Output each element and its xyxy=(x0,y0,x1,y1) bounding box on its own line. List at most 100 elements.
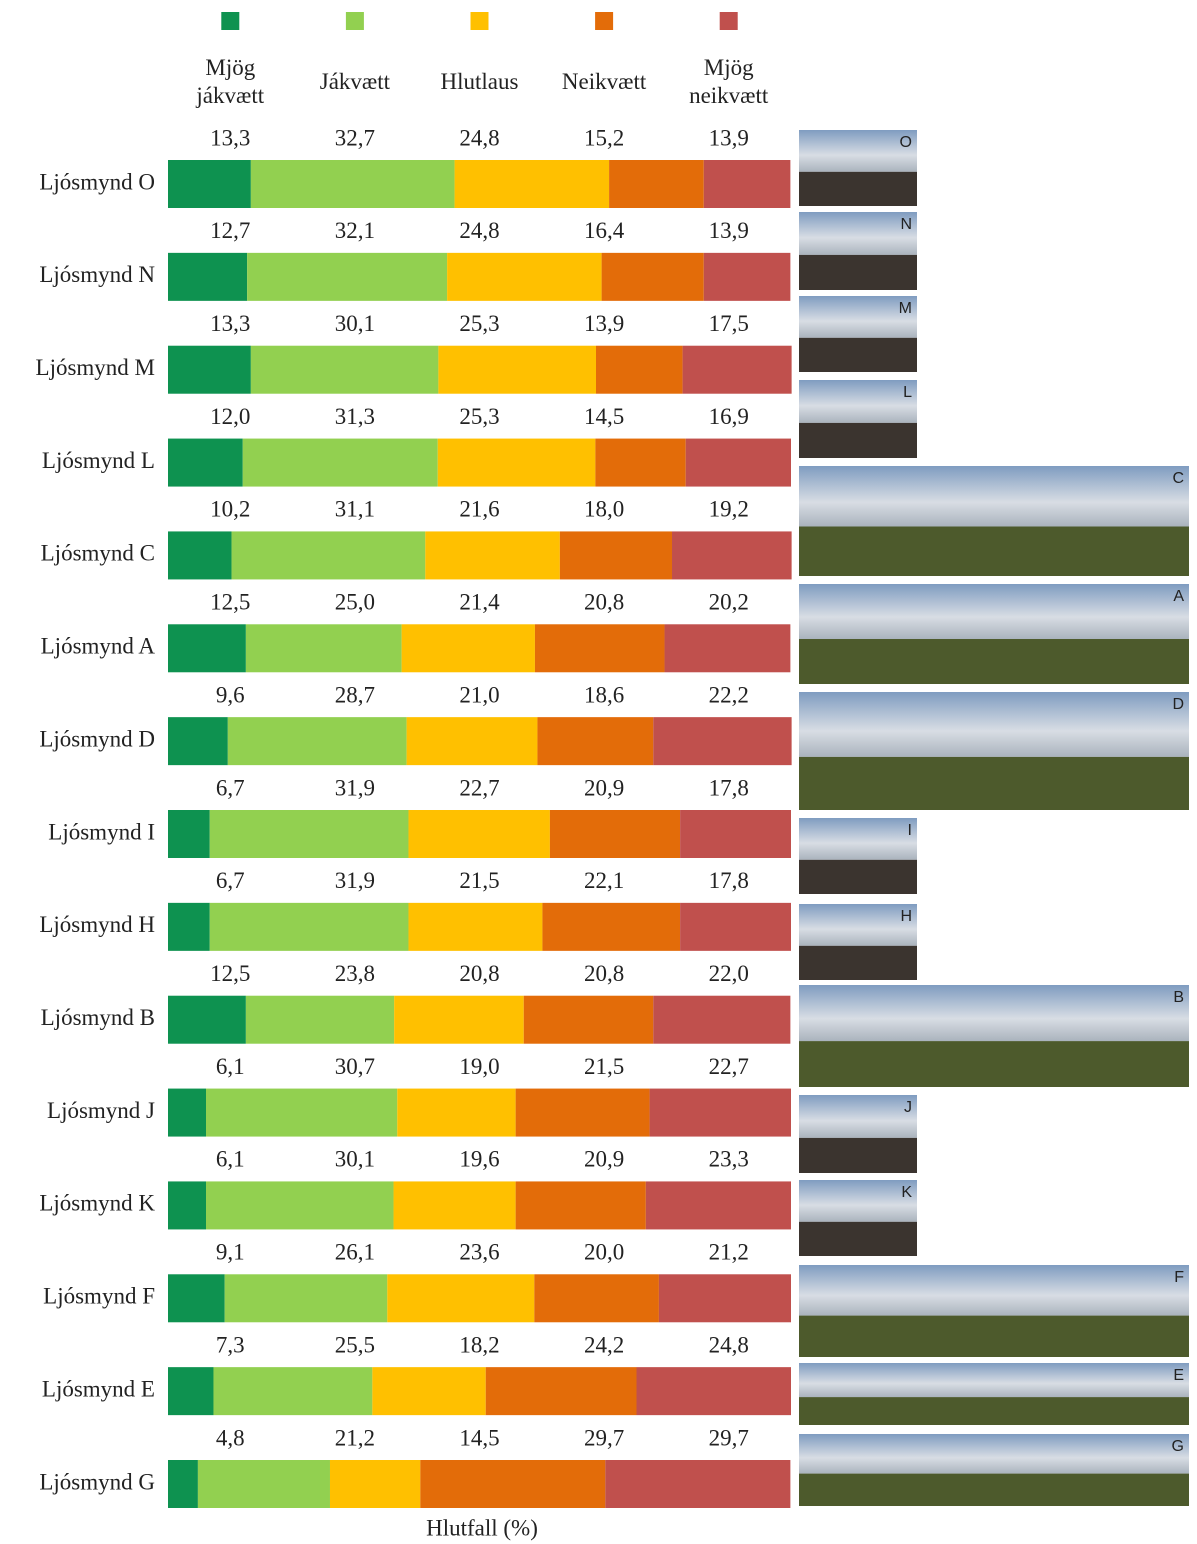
legend-swatch xyxy=(595,12,614,30)
bar-segment xyxy=(242,438,438,487)
photo-sky xyxy=(799,1265,1189,1316)
bar-segment xyxy=(542,902,681,951)
bar-segment xyxy=(168,531,232,580)
value-label: 23,8 xyxy=(335,961,375,986)
bar-segment xyxy=(329,1460,421,1508)
photo-sky xyxy=(799,380,917,423)
category-label: Ljósmynd B xyxy=(41,1005,155,1030)
legend-label: Neikvætt xyxy=(561,69,647,94)
value-label: 31,9 xyxy=(335,775,375,800)
photo-ground xyxy=(799,1315,1189,1357)
value-label: 22,0 xyxy=(709,961,749,986)
bar-segment xyxy=(485,1367,637,1416)
bar-segment xyxy=(206,1181,394,1230)
photo-ground xyxy=(799,1137,917,1173)
value-label: 18,6 xyxy=(584,682,624,707)
photo-ground xyxy=(799,1397,1189,1425)
value-label: 30,1 xyxy=(335,311,375,336)
bar-segment xyxy=(605,1460,791,1508)
photo-ground xyxy=(799,859,917,894)
bar-segment xyxy=(387,1274,535,1323)
value-label: 20,2 xyxy=(709,590,749,615)
bar-segment xyxy=(609,160,704,208)
bar-segment xyxy=(168,1460,198,1508)
photo-ground xyxy=(799,639,1189,684)
value-label: 24,2 xyxy=(584,1332,624,1357)
bar-segment xyxy=(425,531,560,580)
photo-ground xyxy=(799,422,917,458)
category-label: Ljósmynd A xyxy=(41,634,156,659)
bar-segment xyxy=(250,345,439,394)
value-label: 16,9 xyxy=(709,404,749,429)
value-label: 14,5 xyxy=(584,404,624,429)
photo-sky xyxy=(799,1363,1189,1398)
bar-segment xyxy=(250,160,455,208)
bar-segment xyxy=(685,438,791,487)
photo-label: I xyxy=(908,822,912,839)
bar-segment xyxy=(636,1367,791,1416)
photo-sky xyxy=(799,818,917,860)
value-label: 22,7 xyxy=(709,1054,749,1079)
photo-ground xyxy=(799,254,917,290)
photo-ground xyxy=(799,756,1189,810)
bar-segment xyxy=(168,252,248,301)
value-label: 12,5 xyxy=(210,590,250,615)
value-label: 20,9 xyxy=(584,775,624,800)
value-label: 4,8 xyxy=(216,1425,245,1450)
value-label: 18,0 xyxy=(584,497,624,522)
category-label: Ljósmynd J xyxy=(47,1098,155,1123)
bar-segment xyxy=(649,1088,791,1137)
photo-label: K xyxy=(901,1184,912,1201)
value-label: 6,1 xyxy=(216,1147,245,1172)
category-label: Ljósmynd L xyxy=(42,448,155,473)
bar-segment xyxy=(438,345,597,394)
category-label: Ljósmynd G xyxy=(39,1469,155,1494)
value-label: 24,8 xyxy=(459,218,499,243)
value-label: 17,5 xyxy=(709,311,749,336)
value-label: 12,7 xyxy=(210,218,250,243)
value-label: 13,3 xyxy=(210,125,250,150)
bar-segment xyxy=(515,1181,646,1230)
bar-segment xyxy=(549,810,681,858)
bar-segment xyxy=(245,995,395,1044)
photo-ground xyxy=(799,526,1189,576)
photo-sky xyxy=(799,1095,917,1138)
value-label: 23,3 xyxy=(709,1147,749,1172)
bar-segment xyxy=(247,252,448,301)
bar-segment xyxy=(515,1088,650,1137)
photo-sky xyxy=(799,904,917,946)
category-label: Ljósmynd N xyxy=(39,262,155,287)
value-label: 17,8 xyxy=(709,775,749,800)
bar-segment xyxy=(209,902,409,951)
bar-segment xyxy=(447,252,602,301)
legend-label: Mjög jákvætt xyxy=(196,55,265,108)
photo-label: M xyxy=(899,300,912,317)
photo-ground xyxy=(799,945,917,980)
value-label: 25,5 xyxy=(335,1332,375,1357)
bar-segment xyxy=(197,1460,330,1508)
value-label: 13,3 xyxy=(210,311,250,336)
bar-segment xyxy=(408,810,550,858)
bar-segment xyxy=(245,624,402,673)
value-label: 13,9 xyxy=(584,311,624,336)
legend-swatch xyxy=(345,12,364,30)
bar-segment xyxy=(653,717,792,766)
photo-sky xyxy=(799,692,1189,757)
photo-label: B xyxy=(1173,989,1184,1006)
value-label: 9,1 xyxy=(216,1240,245,1265)
value-label: 9,6 xyxy=(216,682,245,707)
bar-segment xyxy=(206,1088,398,1137)
value-label: 32,7 xyxy=(335,125,375,150)
bar-segment xyxy=(394,995,524,1044)
value-label: 21,2 xyxy=(709,1240,749,1265)
bar-segment xyxy=(437,438,596,487)
bar-segment xyxy=(408,902,543,951)
photo-sky xyxy=(799,584,1189,639)
photo-label: O xyxy=(900,134,912,151)
photo-label: D xyxy=(1172,696,1184,713)
bar-segment xyxy=(168,1367,214,1416)
value-label: 24,8 xyxy=(459,125,499,150)
bar-segment xyxy=(227,717,407,766)
bar-segment xyxy=(596,345,683,394)
photo-label: N xyxy=(900,216,912,233)
